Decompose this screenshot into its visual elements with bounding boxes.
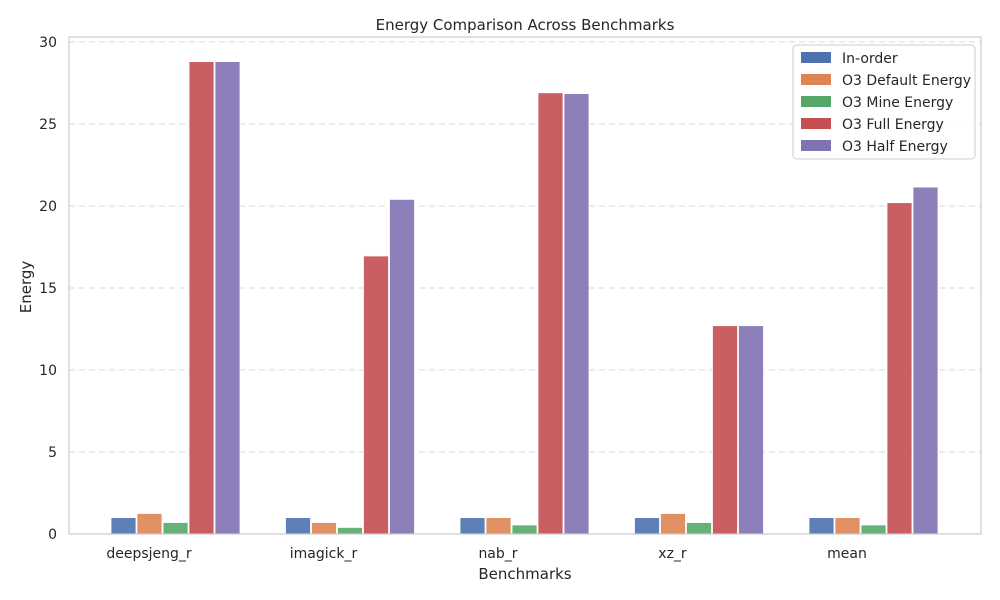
y-tick-label: 0 — [48, 527, 57, 543]
bar-o3-half-energy-nab_r — [563, 93, 590, 535]
y-tick-label: 20 — [39, 199, 57, 215]
x-tick-label: imagick_r — [290, 546, 358, 562]
bars — [110, 61, 939, 535]
y-axis-title: Energy — [17, 261, 35, 314]
bar-in-order-imagick_r — [285, 517, 311, 535]
bar-in-order-mean — [808, 517, 835, 535]
bar-o3-half-energy-mean — [912, 186, 939, 535]
bar-o3-half-energy-deepsjeng_r — [214, 61, 241, 535]
x-tick-label: xz_r — [658, 546, 687, 562]
bar-o3-full-energy-mean — [886, 202, 913, 535]
x-tick-label: deepsjeng_r — [106, 546, 192, 562]
bar-in-order-deepsjeng_r — [110, 517, 137, 535]
legend-label: In-order — [842, 51, 898, 67]
bar-o3-default-energy-nab_r — [485, 517, 512, 535]
legend-label: O3 Mine Energy — [842, 95, 953, 111]
legend-swatch — [801, 74, 831, 85]
legend-label: O3 Half Energy — [842, 139, 948, 155]
bar-o3-full-energy-deepsjeng_r — [188, 61, 215, 535]
y-tick-label: 5 — [48, 445, 57, 461]
legend: In-order O3 Default Energy O3 Mine Energy O… — [792, 44, 976, 160]
y-tick-label: 25 — [39, 117, 57, 133]
x-axis-title: Benchmarks — [478, 565, 571, 583]
legend-swatch — [801, 140, 831, 151]
legend-swatch — [801, 96, 831, 107]
bar-o3-mine-energy-nab_r — [511, 524, 538, 535]
bar-o3-mine-energy-imagick_r — [337, 527, 363, 535]
bar-o3-default-energy-deepsjeng_r — [136, 513, 163, 535]
x-tick-label: nab_r — [478, 546, 517, 562]
bar-o3-default-energy-xz_r — [660, 513, 686, 535]
legend-label: O3 Default Energy — [842, 73, 971, 89]
y-tick-label: 15 — [39, 281, 57, 297]
legend-box — [792, 44, 976, 160]
bar-o3-default-energy-imagick_r — [311, 522, 337, 535]
x-tick-label: mean — [827, 546, 867, 562]
bar-o3-mine-energy-mean — [860, 524, 887, 535]
bar-o3-half-energy-xz_r — [738, 325, 764, 535]
bar-in-order-nab_r — [459, 517, 486, 535]
bar-o3-default-energy-mean — [834, 517, 861, 535]
bar-o3-mine-energy-deepsjeng_r — [162, 522, 189, 535]
chart-title: Energy Comparison Across Benchmarks — [376, 16, 675, 34]
plot-frame — [68, 36, 982, 535]
y-axis-ticks: 0 5 10 15 20 25 30 — [39, 35, 57, 543]
y-tick-label: 10 — [39, 363, 57, 379]
bar-o3-mine-energy-xz_r — [686, 522, 712, 535]
bar-o3-full-energy-nab_r — [537, 92, 564, 535]
bar-o3-half-energy-imagick_r — [389, 198, 415, 535]
legend-swatch — [801, 118, 831, 129]
legend-swatch — [801, 52, 831, 63]
legend-label: O3 Full Energy — [842, 117, 944, 133]
bar-in-order-xz_r — [634, 517, 660, 535]
bar-o3-full-energy-xz_r — [712, 325, 738, 535]
x-axis-ticks: deepsjeng_r imagick_r nab_r xz_r mean — [106, 546, 867, 562]
bar-o3-full-energy-imagick_r — [363, 255, 389, 535]
y-tick-label: 30 — [39, 35, 57, 51]
